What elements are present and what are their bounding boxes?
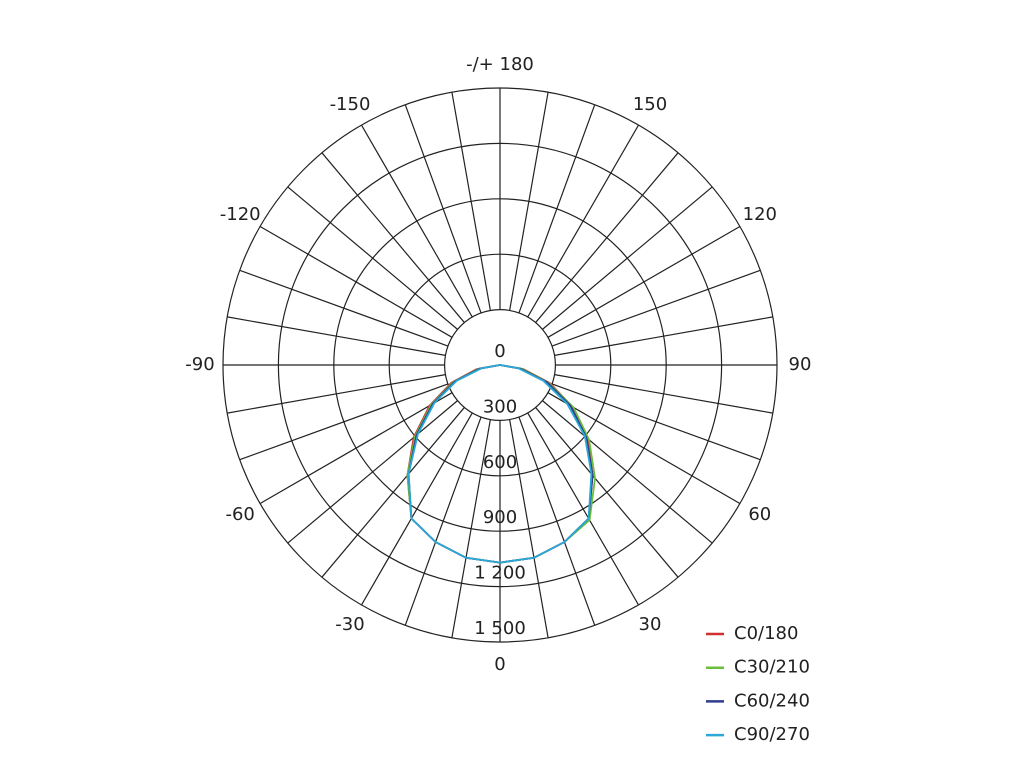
minor-spoke [321, 407, 465, 578]
angle-label: -/+ 180 [466, 54, 534, 75]
grid-spoke [259, 225, 453, 338]
r-tick-label: 0 [494, 341, 505, 362]
r-tick-label: 1 500 [474, 618, 526, 639]
minor-spoke [509, 92, 549, 311]
minor-spoke [509, 419, 549, 638]
curves [406, 364, 596, 564]
angle-label: 30 [639, 614, 662, 635]
grid-spoke [527, 412, 640, 606]
minor-spoke [542, 400, 713, 544]
minor-spoke [239, 269, 449, 347]
r-tick-label: 1 200 [474, 563, 526, 584]
legend-label: C60/240 [734, 690, 810, 711]
minor-spoke [404, 104, 482, 314]
grid-spoke [360, 412, 473, 606]
minor-spoke [321, 152, 465, 323]
legend: C0/180 C30/210 C60/240 C90/270 [706, 623, 810, 745]
grid-spoke [547, 392, 741, 505]
minor-spoke [227, 316, 446, 356]
angle-label: -120 [220, 204, 261, 225]
minor-spoke [551, 383, 761, 461]
angle-label: -30 [335, 614, 364, 635]
angle-label: 150 [633, 94, 667, 115]
r-tick-label: 600 [483, 452, 517, 473]
r-tick-label: 300 [483, 396, 517, 417]
minor-spoke [518, 104, 596, 314]
minor-spoke [554, 374, 773, 414]
minor-spoke [287, 400, 458, 544]
grid-spoke [360, 124, 473, 318]
angle-label: 0 [494, 654, 505, 675]
angle-label: -90 [185, 354, 214, 375]
grid-spoke [547, 225, 741, 338]
angle-label: 60 [748, 504, 771, 525]
minor-spoke [554, 316, 773, 356]
angle-label: 90 [789, 354, 812, 375]
curve [407, 364, 593, 564]
r-tick-label: 900 [483, 507, 517, 528]
minor-spoke [535, 407, 679, 578]
angle-label: -60 [225, 504, 254, 525]
angle-label: -150 [330, 94, 371, 115]
legend-label: C30/210 [734, 657, 810, 678]
minor-spoke [535, 152, 679, 323]
minor-spoke [404, 416, 482, 626]
labels: 0 300 600 900 1 200 1 500 -150 -120 -90 -60 -30 0 30… [185, 54, 811, 675]
minor-spoke [451, 92, 491, 311]
legend-label: C90/270 [734, 724, 810, 745]
polar-grid [222, 87, 778, 643]
angle-label: 120 [743, 204, 777, 225]
minor-spoke [551, 269, 761, 347]
legend-label: C0/180 [734, 623, 798, 644]
minor-spoke [287, 186, 458, 330]
grid-spoke [259, 392, 453, 505]
minor-spoke [518, 416, 596, 626]
minor-spoke [542, 186, 713, 330]
minor-spoke [227, 374, 446, 414]
minor-spoke [239, 383, 449, 461]
minor-spoke [451, 419, 491, 638]
grid-spoke [527, 124, 640, 318]
